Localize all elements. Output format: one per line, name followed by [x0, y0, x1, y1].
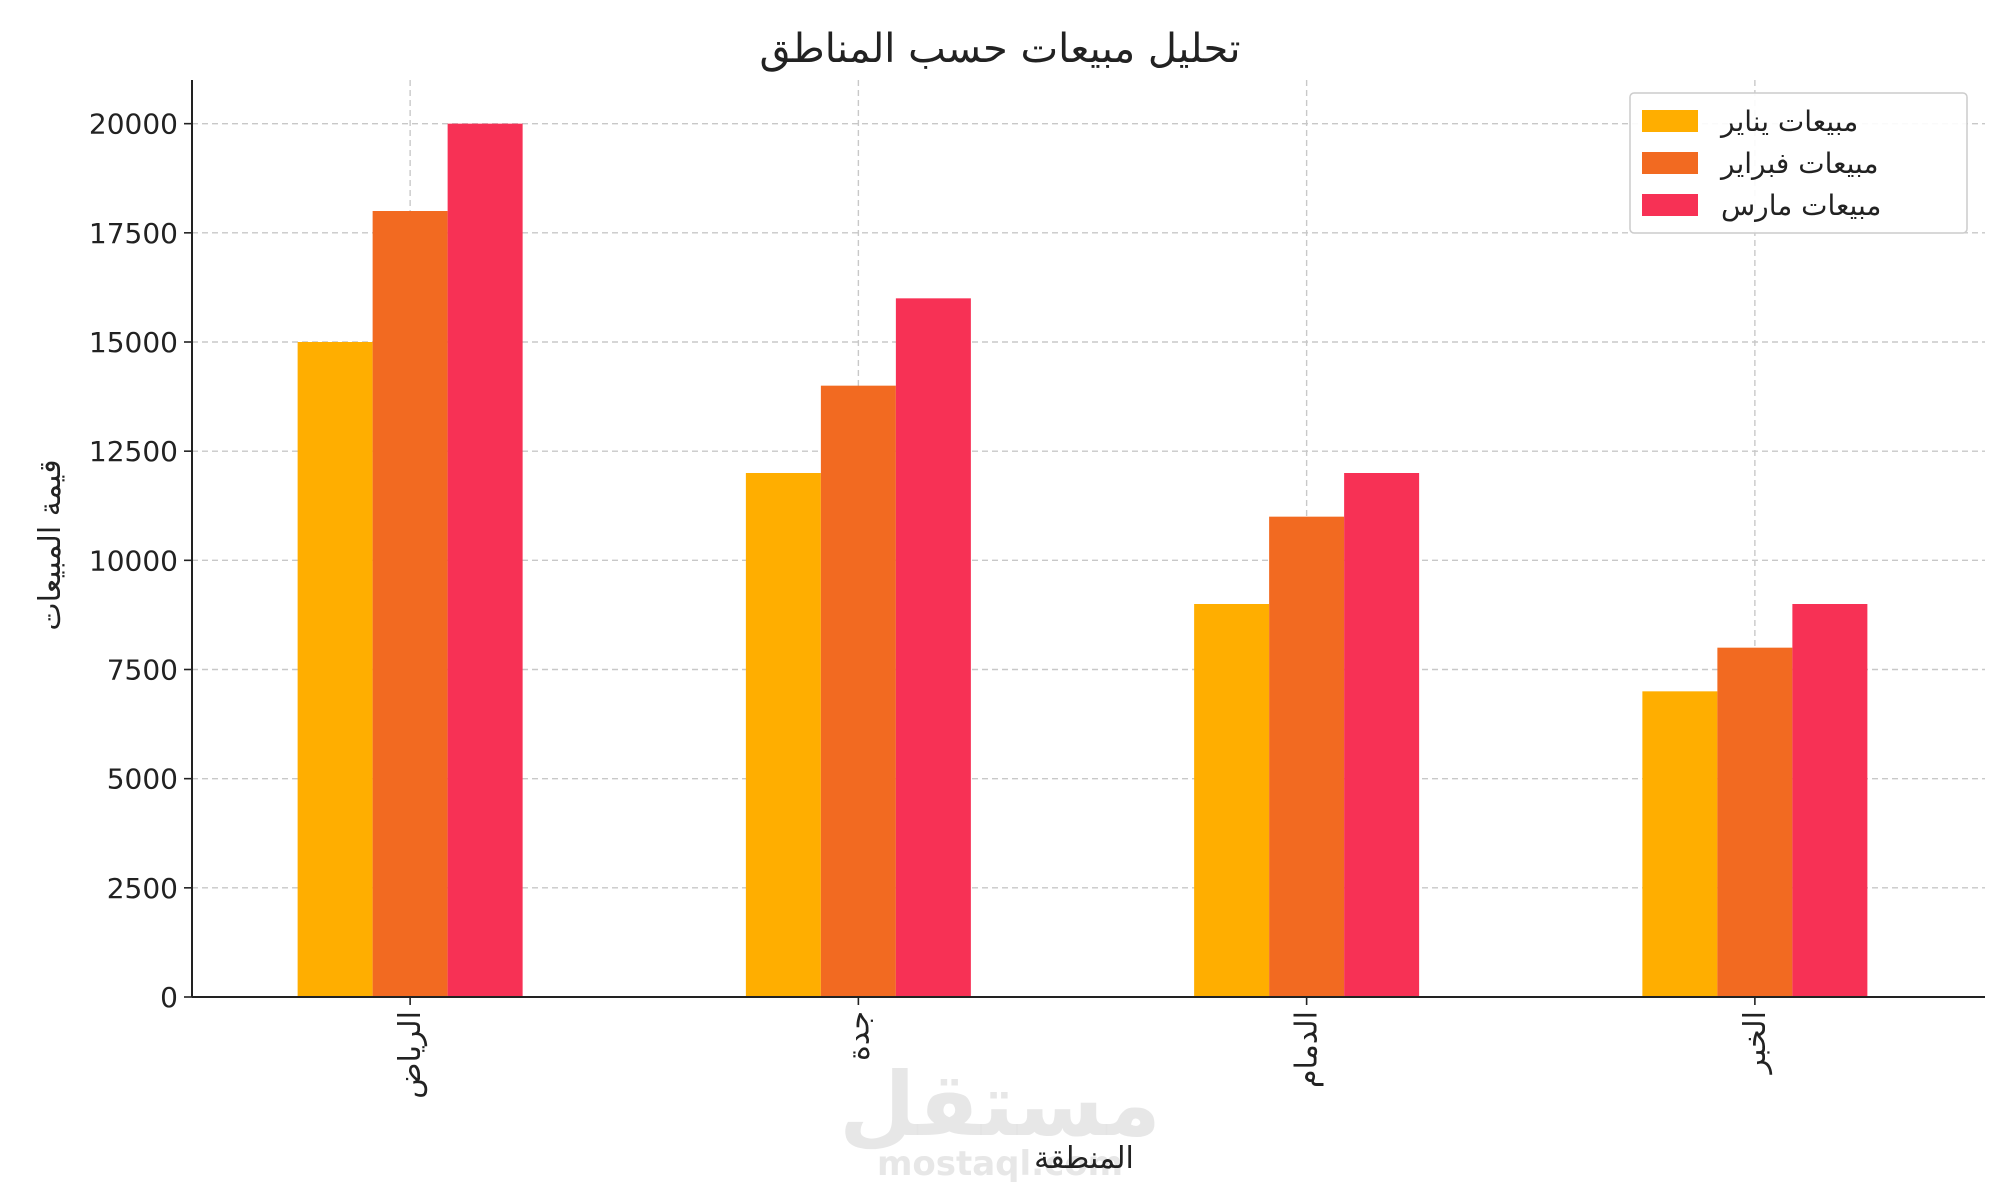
bar	[820, 385, 896, 998]
bar	[297, 342, 373, 997]
bar	[372, 211, 448, 997]
legend: مبيعات يناير مبيعات فبراير مبيعات مارس	[1629, 92, 1968, 234]
y-tick-label: 7500	[107, 654, 178, 687]
y-tick-label: 20000	[89, 108, 178, 141]
bar	[895, 298, 971, 997]
legend-swatch	[1642, 152, 1698, 174]
bar	[1792, 604, 1868, 997]
y-axis-label: قيمة المبيعات	[33, 459, 68, 630]
chart-title: تحليل مبيعات حسب المناطق	[760, 26, 1241, 72]
watermark-site: mostaql.com	[877, 1144, 1123, 1184]
legend-label: مبيعات مارس	[1721, 189, 1881, 222]
x-tick-label: الرياض	[393, 1011, 428, 1099]
bar	[447, 123, 523, 997]
y-tick-label: 17500	[89, 217, 178, 250]
legend-swatch	[1642, 110, 1698, 132]
watermark-logo: مستقل	[839, 1053, 1161, 1156]
y-tick-label: 12500	[89, 435, 178, 468]
x-tick-label: جدة	[841, 1011, 876, 1061]
x-axis-label: المنطقة	[1034, 1141, 1134, 1176]
legend-swatch	[1642, 194, 1698, 216]
y-tick-label: 15000	[89, 326, 178, 359]
bar	[1717, 647, 1793, 997]
bar	[1642, 691, 1718, 997]
axes-layer: 0 2500 5000 7500 10000 12500 15000 17500 20000 ال…	[89, 80, 1985, 1099]
bar	[1344, 473, 1420, 997]
legend-label: مبيعات فبراير	[1719, 147, 1879, 180]
bar	[1269, 516, 1345, 997]
legend-frame	[1629, 92, 1968, 234]
bar	[1194, 604, 1270, 997]
bar	[745, 473, 821, 997]
y-tick-label: 10000	[89, 544, 178, 577]
y-tick-label: 0	[160, 981, 178, 1014]
x-tick-label: الدمام	[1290, 1011, 1325, 1088]
legend-label: مبيعات يناير	[1719, 105, 1858, 138]
bars-layer	[297, 123, 1868, 998]
y-tick-label: 5000	[107, 763, 178, 796]
y-tick-label: 2500	[107, 872, 178, 905]
x-tick-label: الخبر	[1738, 1011, 1773, 1075]
watermark: مستقل mostaql.com	[839, 1053, 1161, 1184]
